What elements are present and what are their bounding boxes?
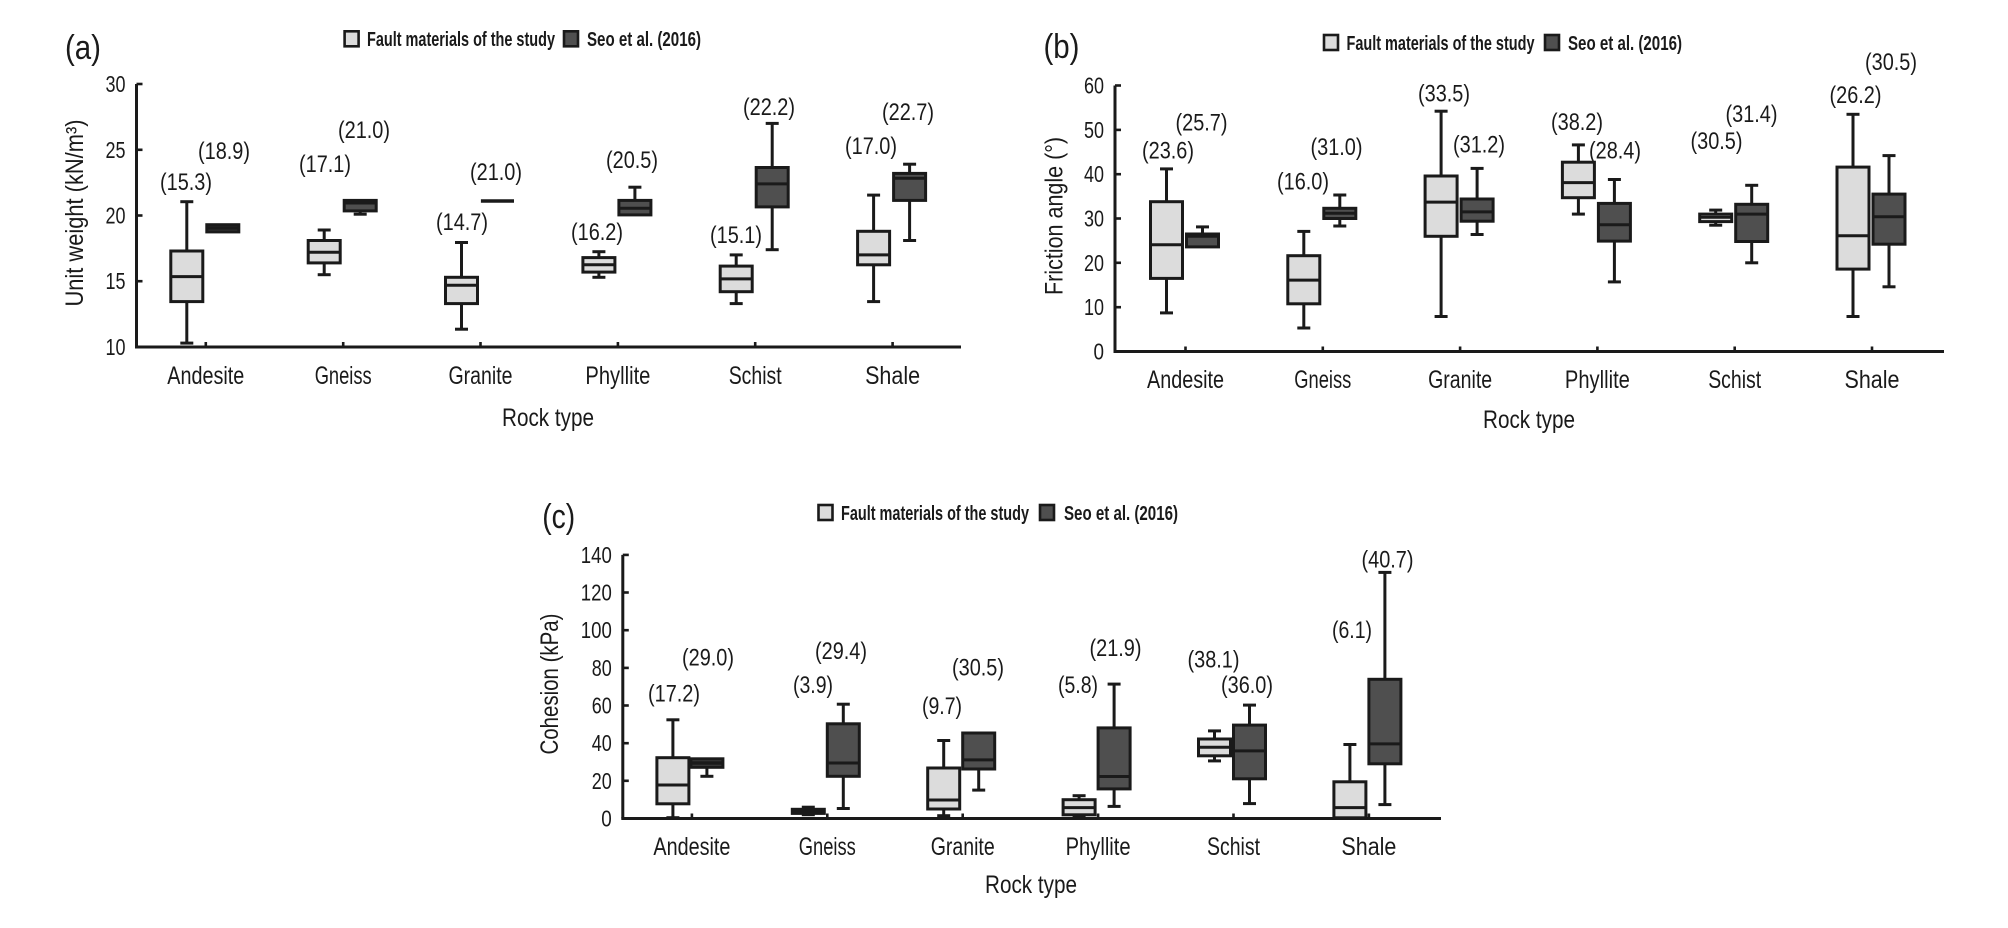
svg-text:(18.9): (18.9) — [198, 138, 250, 165]
svg-text:(17.1): (17.1) — [299, 151, 351, 178]
svg-text:Gneiss: Gneiss — [1294, 366, 1351, 394]
svg-text:(33.5): (33.5) — [1418, 81, 1470, 108]
svg-text:Shale: Shale — [1341, 833, 1396, 861]
svg-text:Granite: Granite — [449, 362, 513, 390]
svg-text:0: 0 — [1094, 339, 1105, 365]
svg-text:Fault materials of the study: Fault materials of the study — [1347, 33, 1536, 55]
svg-text:(22.7): (22.7) — [882, 99, 934, 126]
svg-text:Shale: Shale — [1845, 366, 1900, 394]
svg-text:Granite: Granite — [1428, 366, 1492, 394]
svg-text:60: 60 — [1084, 73, 1104, 99]
svg-text:Seo et al. (2016): Seo et al. (2016) — [1064, 503, 1178, 525]
svg-text:Gneiss: Gneiss — [799, 833, 856, 861]
svg-text:(16.0): (16.0) — [1277, 169, 1329, 196]
svg-text:(5.8): (5.8) — [1058, 672, 1098, 699]
svg-text:20: 20 — [1084, 250, 1104, 276]
svg-text:Rock type: Rock type — [985, 871, 1077, 899]
svg-text:(36.0): (36.0) — [1221, 672, 1273, 699]
svg-text:10: 10 — [106, 334, 126, 360]
svg-text:Phyllite: Phyllite — [585, 362, 650, 390]
svg-text:Seo et al. (2016): Seo et al. (2016) — [1568, 33, 1682, 55]
svg-text:Phyllite: Phyllite — [1565, 366, 1630, 394]
svg-text:(15.3): (15.3) — [160, 169, 212, 196]
svg-text:(23.6): (23.6) — [1142, 138, 1194, 165]
svg-text:Friction angle (°): Friction angle (°) — [1041, 137, 1069, 295]
svg-text:Gneiss: Gneiss — [315, 362, 372, 390]
svg-text:Shale: Shale — [865, 362, 920, 390]
svg-text:(6.1): (6.1) — [1332, 617, 1372, 644]
svg-text:(17.0): (17.0) — [845, 133, 897, 160]
svg-text:(31.4): (31.4) — [1726, 101, 1778, 128]
svg-text:(30.5): (30.5) — [1865, 49, 1917, 76]
svg-text:30: 30 — [106, 71, 126, 97]
svg-text:20: 20 — [106, 203, 126, 229]
svg-text:Andesite: Andesite — [1147, 366, 1224, 394]
svg-text:(21.0): (21.0) — [338, 117, 390, 144]
svg-text:(15.1): (15.1) — [710, 222, 762, 249]
svg-text:30: 30 — [1084, 206, 1104, 232]
svg-text:120: 120 — [581, 580, 612, 606]
svg-text:80: 80 — [592, 655, 612, 681]
svg-text:Rock type: Rock type — [1483, 406, 1575, 434]
svg-text:(9.7): (9.7) — [922, 693, 962, 720]
svg-text:25: 25 — [106, 137, 126, 163]
svg-text:(16.2): (16.2) — [571, 219, 623, 246]
svg-text:(21.9): (21.9) — [1090, 635, 1142, 662]
svg-text:10: 10 — [1084, 294, 1104, 320]
svg-text:Granite: Granite — [931, 833, 995, 861]
svg-text:(b): (b) — [1044, 28, 1080, 66]
svg-text:Phyllite: Phyllite — [1066, 833, 1131, 861]
svg-text:0: 0 — [601, 806, 612, 832]
svg-text:Fault materials of the study: Fault materials of the study — [841, 503, 1030, 525]
svg-text:Unit weight (kN/m³): Unit weight (kN/m³) — [61, 120, 89, 307]
svg-text:Rock type: Rock type — [502, 404, 594, 432]
svg-text:Andesite: Andesite — [653, 833, 730, 861]
svg-text:(a): (a) — [65, 29, 101, 67]
svg-text:Schist: Schist — [1207, 833, 1260, 861]
svg-text:(31.2): (31.2) — [1453, 132, 1505, 159]
svg-text:(29.4): (29.4) — [815, 638, 867, 665]
svg-text:(38.1): (38.1) — [1188, 647, 1240, 674]
svg-text:40: 40 — [1084, 161, 1104, 187]
svg-text:60: 60 — [592, 693, 612, 719]
svg-text:140: 140 — [581, 542, 612, 568]
svg-text:(c): (c) — [542, 498, 575, 536]
svg-text:(28.4): (28.4) — [1589, 138, 1641, 165]
svg-text:100: 100 — [581, 617, 612, 643]
svg-text:(20.5): (20.5) — [606, 147, 658, 174]
svg-text:Fault materials of the study: Fault materials of the study — [367, 29, 556, 51]
svg-text:15: 15 — [106, 268, 126, 294]
svg-text:Schist: Schist — [1708, 366, 1761, 394]
svg-text:(30.5): (30.5) — [952, 655, 1004, 682]
svg-text:(3.9): (3.9) — [793, 672, 833, 699]
svg-text:(38.2): (38.2) — [1551, 109, 1603, 136]
svg-text:40: 40 — [592, 730, 612, 756]
svg-text:(26.2): (26.2) — [1830, 82, 1882, 109]
svg-text:(25.7): (25.7) — [1176, 110, 1228, 137]
svg-text:(30.5): (30.5) — [1691, 128, 1743, 155]
svg-text:(21.0): (21.0) — [470, 159, 522, 186]
svg-text:(22.2): (22.2) — [743, 94, 795, 121]
svg-text:(17.2): (17.2) — [648, 681, 700, 708]
svg-text:Schist: Schist — [729, 362, 782, 390]
svg-text:(14.7): (14.7) — [436, 209, 488, 236]
svg-text:50: 50 — [1084, 117, 1104, 143]
svg-text:Cohesion (kPa): Cohesion (kPa) — [536, 614, 564, 755]
svg-text:Andesite: Andesite — [167, 362, 244, 390]
svg-text:(31.0): (31.0) — [1311, 134, 1363, 161]
svg-text:Seo et al. (2016): Seo et al. (2016) — [587, 29, 701, 51]
svg-text:(29.0): (29.0) — [682, 645, 734, 672]
svg-text:20: 20 — [592, 768, 612, 794]
svg-text:(40.7): (40.7) — [1362, 547, 1414, 574]
